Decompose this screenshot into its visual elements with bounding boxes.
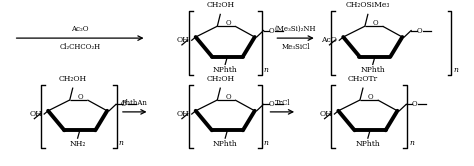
Text: O: O [269, 100, 274, 108]
Text: AcO: AcO [321, 36, 337, 44]
Text: TrCl: TrCl [274, 99, 290, 107]
Text: n: n [454, 66, 458, 74]
Text: Cl₂CHCO₂H: Cl₂CHCO₂H [60, 43, 100, 51]
Text: PhthAn: PhthAn [122, 99, 147, 107]
Text: NPhth: NPhth [356, 140, 380, 148]
Text: O: O [368, 93, 374, 101]
Text: Ac₂O: Ac₂O [71, 25, 89, 33]
Text: n: n [409, 139, 414, 147]
Text: OH: OH [177, 36, 190, 44]
Text: n: n [119, 139, 124, 147]
Text: O: O [121, 100, 127, 108]
Text: O: O [373, 19, 379, 27]
Text: Me₃SiCl: Me₃SiCl [281, 43, 310, 51]
Text: OH: OH [177, 110, 190, 118]
Text: O: O [269, 27, 274, 35]
Text: NH₂: NH₂ [69, 140, 86, 148]
Text: CH₂OH: CH₂OH [59, 75, 87, 83]
Text: O: O [416, 27, 422, 35]
Text: NPhth: NPhth [213, 66, 237, 74]
Text: CH₂OSiMe₃: CH₂OSiMe₃ [346, 1, 390, 9]
Text: NPhth: NPhth [360, 66, 385, 74]
Text: CH₂OH: CH₂OH [206, 75, 234, 83]
Text: NPhth: NPhth [213, 140, 237, 148]
Text: O: O [225, 93, 231, 101]
Text: O: O [225, 19, 231, 27]
Text: OH: OH [319, 110, 332, 118]
Text: n: n [264, 139, 268, 147]
Text: O: O [78, 93, 83, 101]
Text: n: n [264, 66, 268, 74]
Text: OH: OH [29, 110, 42, 118]
Text: CH₂OH: CH₂OH [206, 1, 234, 9]
Text: (Me₃Si)₂NH: (Me₃Si)₂NH [275, 25, 316, 33]
Text: CH₂OTr: CH₂OTr [348, 75, 378, 83]
Text: O: O [411, 100, 417, 108]
